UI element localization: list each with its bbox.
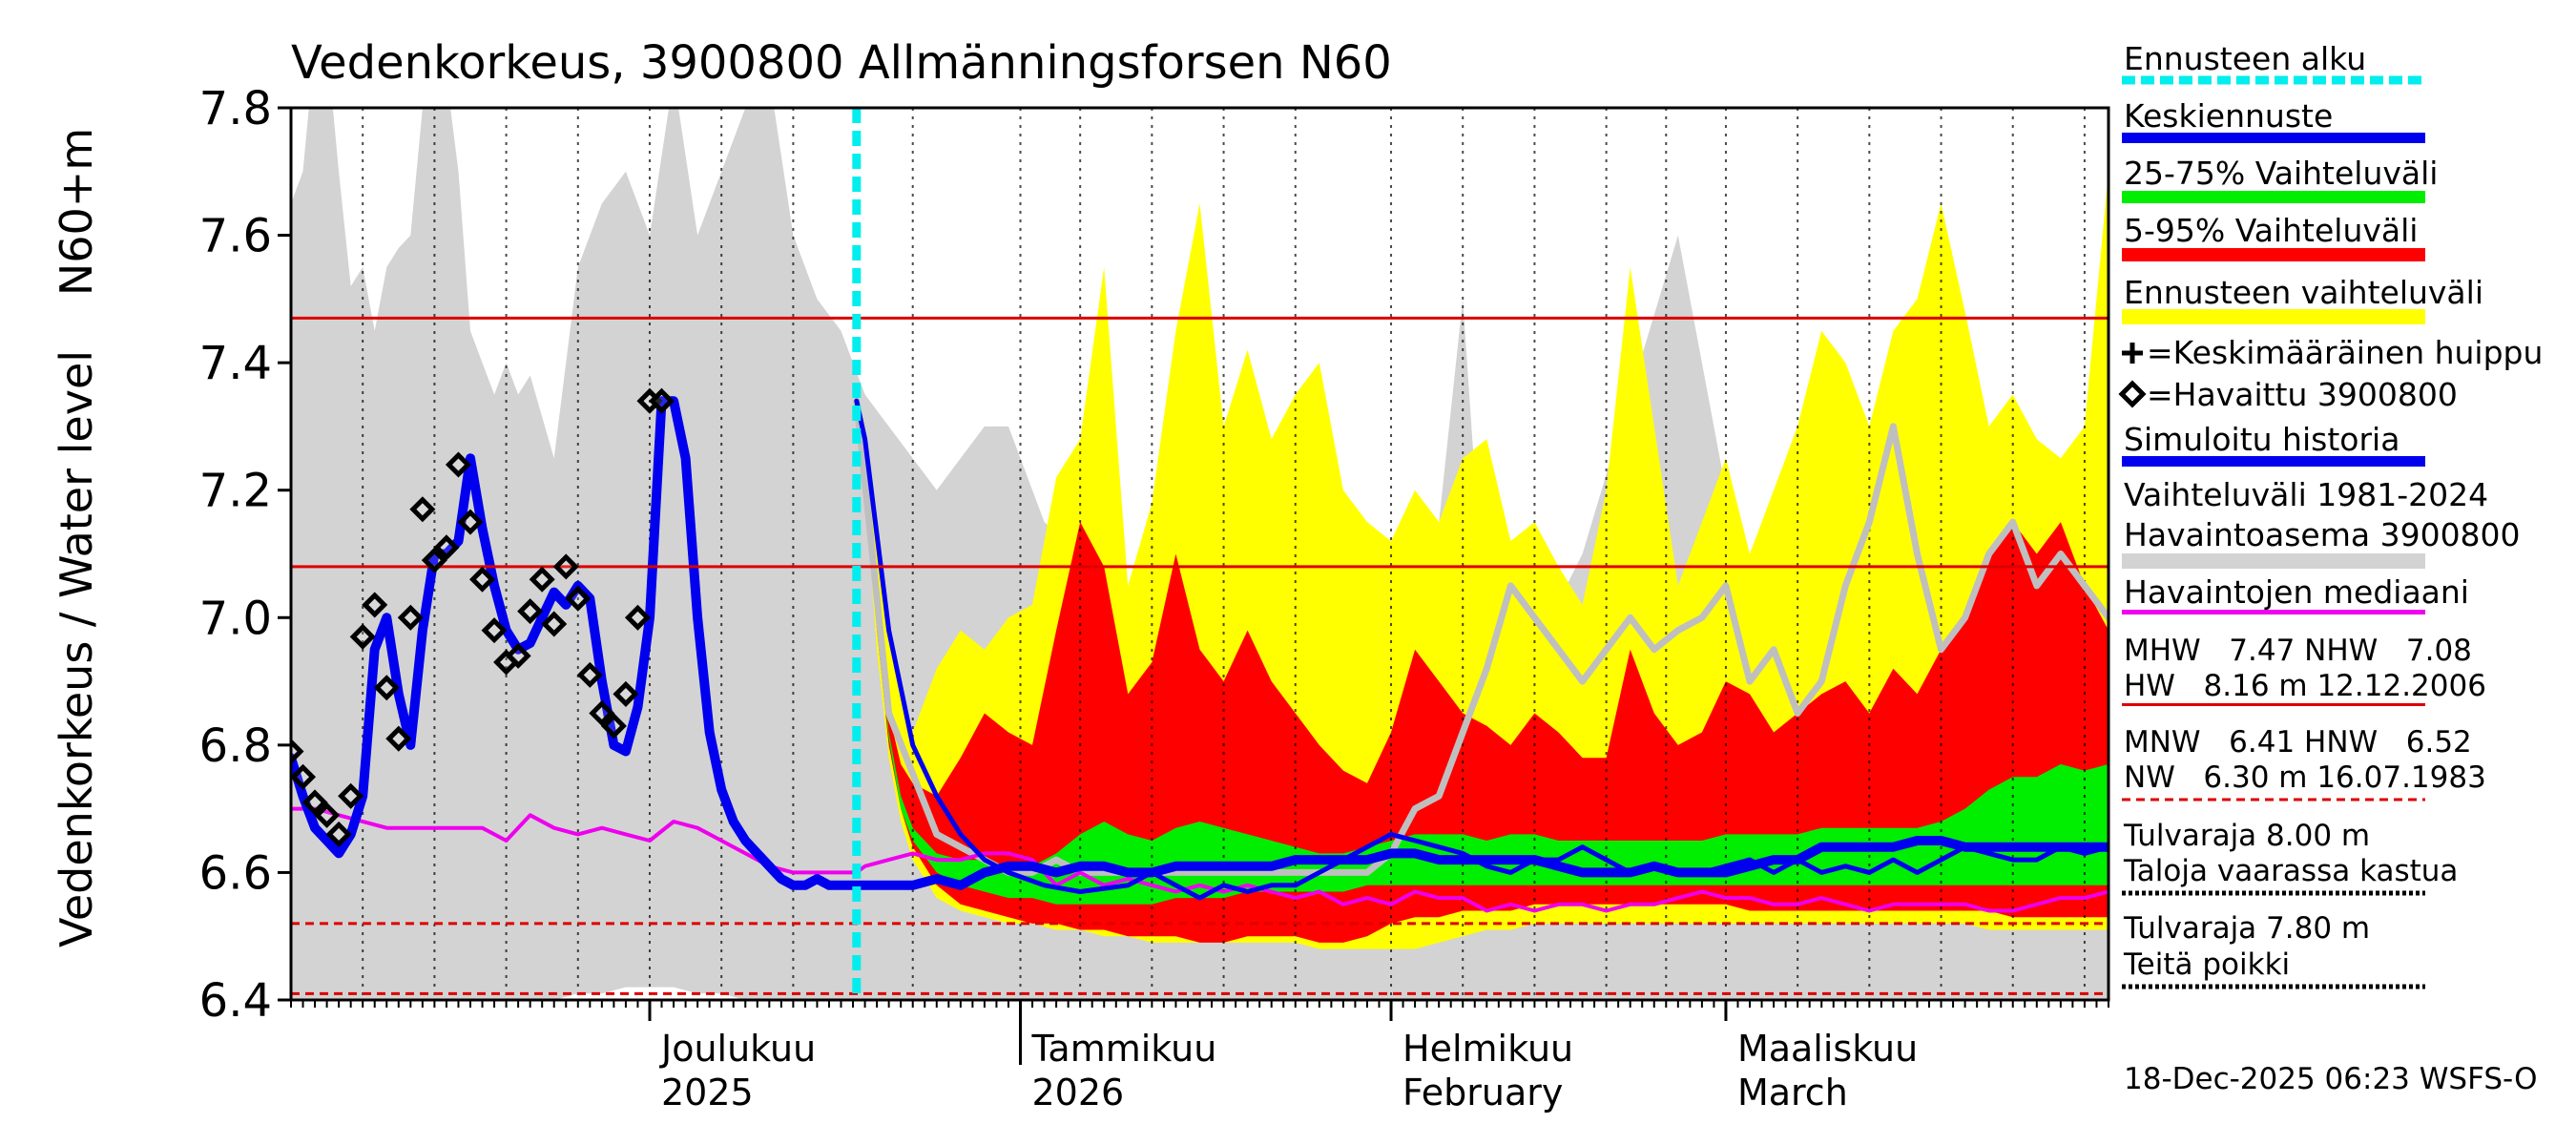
observed-point — [589, 699, 615, 726]
legend-mhw-nhw-text: MHW 7.47 NHW 7.08 — [2124, 634, 2472, 668]
legend-forecast-range-label: Ennusteen vaihteluväli — [2124, 274, 2483, 311]
legend-flood2-line1: Tulvaraja 7.80 m — [2123, 911, 2370, 946]
x-month-label: Tammikuu — [1031, 1028, 1217, 1070]
legend-forecast-range-swatch — [2122, 309, 2425, 324]
observed-point — [301, 789, 328, 816]
y-axis-label-outer: Vedenkorkeus / Water level — [51, 350, 102, 947]
legend-peak-plus-icon — [2122, 343, 2143, 364]
legend-p25-75-swatch — [2122, 191, 2425, 203]
y-tick-label: 6.4 — [199, 974, 272, 1028]
legend-flood2-line2: Teitä poikki — [2123, 947, 2290, 982]
legend: Ennusteen alku Keskiennuste 25-75% Vaiht… — [2118, 40, 2543, 989]
legend-peak-label: =Keskimääräinen huippu — [2147, 334, 2543, 371]
y-tick-label: 7.2 — [199, 465, 272, 518]
observed-point — [445, 451, 471, 478]
observed-point — [468, 566, 496, 593]
footer-timestamp: 18-Dec-2025 06:23 WSFS-O — [2124, 1062, 2538, 1096]
observed-point — [291, 763, 317, 790]
x-month-sublabel: February — [1402, 1072, 1563, 1114]
observed-point — [565, 585, 592, 612]
y-tick-label: 6.8 — [199, 719, 272, 773]
legend-range-swatch — [2122, 553, 2425, 569]
observed-median-line — [291, 806, 2109, 913]
legend-p5-95-swatch — [2122, 248, 2425, 261]
legend-median-label: Havaintojen mediaani — [2124, 573, 2469, 611]
legend-p25-75-label: 25-75% Vaihteluväli — [2124, 155, 2438, 192]
legend-sim-hist-swatch — [2122, 456, 2425, 467]
observed-point — [541, 611, 568, 637]
legend-nw-text: NW 6.30 m 16.07.1983 — [2124, 760, 2486, 795]
y-axis-label-inner: N60+m — [51, 128, 102, 296]
x-month-label: Helmikuu — [1402, 1028, 1573, 1070]
observed-point — [385, 725, 412, 752]
observed-point — [505, 642, 531, 669]
legend-observed-diamond-icon — [2118, 380, 2147, 408]
legend-flood1-line2: Taloja vaarassa kastua — [2123, 854, 2458, 888]
legend-p5-95-label: 5-95% Vaihteluväli — [2124, 212, 2418, 249]
simulated-forecast-line — [854, 398, 2109, 901]
observed-point — [397, 604, 424, 631]
y-tick-label: 7.0 — [199, 592, 272, 645]
x-month-label: Joulukuu — [659, 1028, 816, 1070]
observed-point — [481, 617, 508, 644]
observed-point — [529, 566, 555, 593]
legend-hw-text: HW 8.16 m 12.12.2006 — [2124, 669, 2486, 703]
percentile-5-95-area — [856, 401, 2109, 943]
x-month-label: Maaliskuu — [1737, 1028, 1918, 1070]
observed-point — [600, 713, 627, 739]
legend-observed-label: =Havaittu 3900800 — [2147, 376, 2458, 413]
observed-point — [349, 623, 376, 650]
observed-point — [338, 782, 364, 809]
observed-point — [517, 598, 544, 625]
chart-title: Vedenkorkeus, 3900800 Allmänningsforsen … — [291, 36, 1392, 90]
y-tick-label: 7.4 — [199, 337, 272, 390]
observed-point — [421, 547, 447, 573]
observed-point — [613, 680, 639, 707]
legend-forecast-start-label: Ennusteen alku — [2124, 40, 2366, 77]
x-month-sublabel: March — [1737, 1072, 1848, 1114]
observed-point — [314, 802, 341, 828]
legend-mhw-swatch — [2122, 703, 2425, 706]
y-tick-label: 6.6 — [199, 846, 272, 900]
y-tick-label: 7.8 — [199, 82, 272, 135]
legend-mean-label: Keskiennuste — [2124, 97, 2333, 135]
y-tick-label: 7.6 — [199, 210, 272, 263]
observed-point — [624, 604, 651, 631]
legend-flood1-line1: Tulvaraja 8.00 m — [2123, 819, 2370, 853]
x-month-sublabel: 2025 — [661, 1072, 754, 1114]
x-month-sublabel: 2026 — [1032, 1072, 1125, 1114]
legend-mnw-hnw-text: MNW 6.41 HNW 6.52 — [2124, 725, 2472, 760]
observed-point — [433, 534, 460, 561]
observed-point — [409, 496, 436, 523]
observed-point — [576, 661, 603, 688]
observed-point — [362, 592, 388, 618]
observed-point — [325, 821, 352, 847]
legend-median-swatch — [2122, 610, 2425, 614]
observed-point — [552, 553, 579, 580]
legend-mean-swatch — [2122, 133, 2425, 143]
observed-point — [648, 387, 675, 414]
observed-point — [291, 739, 304, 765]
legend-sim-hist-label: Simuloitu historia — [2124, 421, 2399, 458]
plot-area — [291, 108, 2109, 1000]
legend-range-station-label: Havaintoasema 3900800 — [2124, 516, 2521, 553]
legend-range-years-label: Vaihteluväli 1981-2024 — [2124, 476, 2488, 513]
observed-point — [457, 509, 484, 535]
observed-point — [373, 675, 400, 701]
